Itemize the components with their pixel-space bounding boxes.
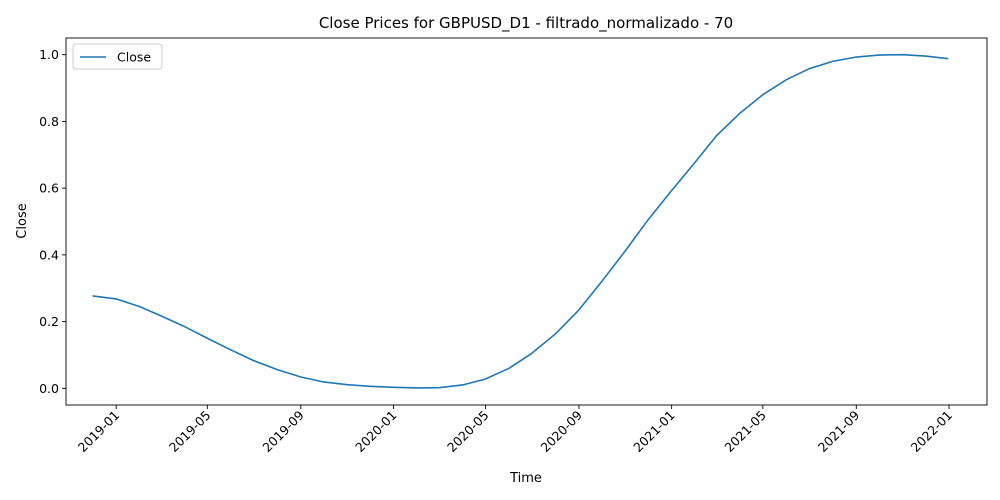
y-axis-ticks: 0.0 0.2 0.4 0.6 0.8 1.0	[39, 47, 66, 396]
y-tick-label: 0.0	[39, 381, 59, 396]
y-tick-label: 0.8	[39, 114, 59, 129]
legend-box	[72, 43, 163, 70]
y-axis-label: Close	[15, 203, 30, 238]
legend: Close	[72, 43, 163, 70]
x-axis-label: Time	[509, 471, 542, 486]
plot-area	[65, 37, 988, 406]
axes-frame	[65, 37, 988, 406]
y-tick-label: 0.2	[39, 314, 59, 329]
legend-label: Close	[117, 50, 151, 65]
series-line-0	[92, 53, 949, 389]
y-tick-label: 1.0	[39, 47, 59, 62]
y-tick-label: 0.6	[39, 181, 59, 196]
chart-title: Close Prices for GBPUSD_D1 - filtrado_no…	[319, 14, 733, 33]
y-tick-label: 0.4	[39, 247, 59, 262]
